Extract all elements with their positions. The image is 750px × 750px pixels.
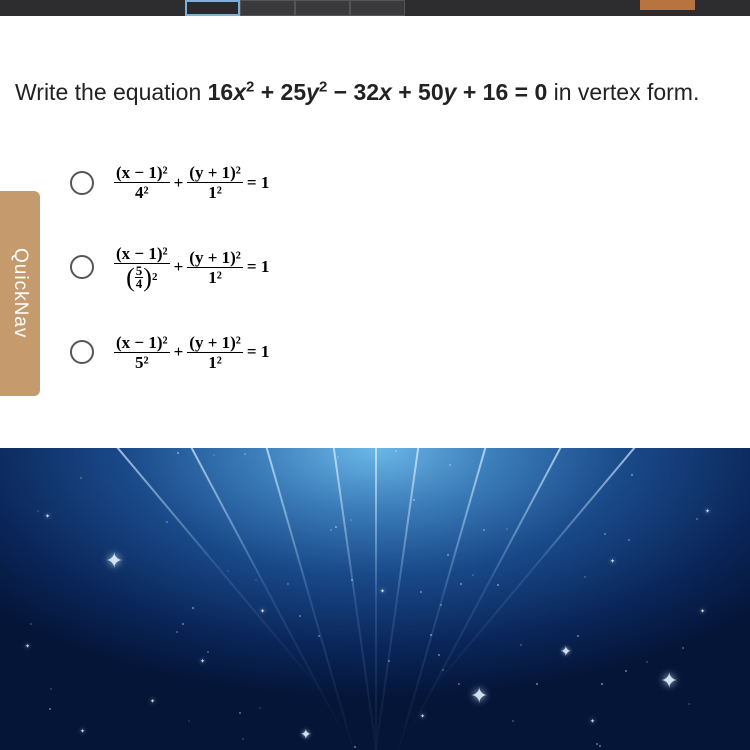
options-group: (x − 1)² 4² + (y + 1)² 1² = 1 (x − 1)² [15, 163, 735, 371]
opt-c-den1: 5² [133, 353, 151, 372]
star-icon: ✦ [470, 683, 488, 709]
star-icon: ✦ [260, 608, 265, 615]
opt-c-den2: 1² [206, 353, 224, 372]
star-icon: ✦ [660, 668, 678, 694]
star-icon: ✦ [705, 508, 710, 515]
question-text: Write the equation 16x2 + 25y2 − 32x + 5… [15, 76, 735, 108]
option-b[interactable]: (x − 1)² ( 5 4 )2 + (y + 1 [70, 244, 735, 290]
tab-slot-orange[interactable] [640, 0, 695, 10]
star-icon: ✦ [105, 548, 123, 574]
opt-b-inner-den: 4 [135, 278, 144, 290]
star-icon: ✦ [25, 643, 30, 650]
opt-b-den1: ( 5 4 )2 [124, 264, 159, 290]
option-c[interactable]: (x − 1)² 5² + (y + 1)² 1² = 1 [70, 333, 735, 372]
star-icon: ✦ [300, 726, 312, 743]
plus-icon: + [174, 257, 184, 277]
plus-icon: + [174, 173, 184, 193]
option-a-equation: (x − 1)² 4² + (y + 1)² 1² = 1 [114, 163, 269, 202]
opt-b-num1: (x − 1)² [114, 244, 170, 264]
quicknav-label: QuickNav [9, 248, 31, 338]
opt-a-num2: (y + 1)² [187, 163, 243, 183]
question-panel: QuickNav Write the equation 16x2 + 25y2 … [0, 16, 750, 448]
underwater-background: ✦ ✦ ✦ ✦ ✦ ✦ ✦ ✦ ✦ ✦ ✦ ✦ ✦ ✦ ✦ ✦ ✦ [0, 448, 750, 750]
star-icon: ✦ [45, 513, 50, 520]
opt-a-den1: 4² [133, 183, 151, 202]
opt-a-num1: (x − 1)² [114, 163, 170, 183]
option-c-equation: (x − 1)² 5² + (y + 1)² 1² = 1 [114, 333, 269, 372]
tab-slot-1[interactable] [185, 0, 240, 16]
star-icon: ✦ [610, 558, 615, 565]
opt-c-rhs: = 1 [247, 342, 269, 362]
opt-c-num1: (x − 1)² [114, 333, 170, 353]
question-equation: 16x2 + 25y2 − 32x + 50y + 16 = 0 [208, 79, 548, 105]
star-icon: ✦ [560, 643, 572, 660]
star-icon: ✦ [150, 698, 155, 705]
question-prefix: Write the equation [15, 79, 208, 105]
radio-c[interactable] [70, 340, 94, 364]
opt-b-den2: 1² [206, 268, 224, 287]
star-icon: ✦ [590, 718, 595, 725]
opt-a-den2: 1² [206, 183, 224, 202]
star-icon: ✦ [80, 728, 85, 735]
opt-b-num2: (y + 1)² [187, 248, 243, 268]
option-a[interactable]: (x − 1)² 4² + (y + 1)² 1² = 1 [70, 163, 735, 202]
star-icon: ✦ [420, 713, 425, 720]
option-b-equation: (x − 1)² ( 5 4 )2 + (y + 1 [114, 244, 269, 290]
star-icon: ✦ [380, 588, 385, 595]
quicknav-tab[interactable]: QuickNav [0, 191, 40, 396]
question-suffix: in vertex form. [547, 79, 699, 105]
radio-a[interactable] [70, 171, 94, 195]
radio-b[interactable] [70, 255, 94, 279]
tab-slot-2[interactable] [240, 0, 295, 16]
star-icon: ✦ [700, 608, 705, 615]
top-toolbar [0, 0, 750, 16]
tab-slot-3[interactable] [295, 0, 350, 16]
star-icon: ✦ [200, 658, 205, 665]
opt-c-num2: (y + 1)² [187, 333, 243, 353]
tab-slot-4[interactable] [350, 0, 405, 16]
opt-a-rhs: = 1 [247, 173, 269, 193]
opt-b-rhs: = 1 [247, 257, 269, 277]
plus-icon: + [174, 342, 184, 362]
